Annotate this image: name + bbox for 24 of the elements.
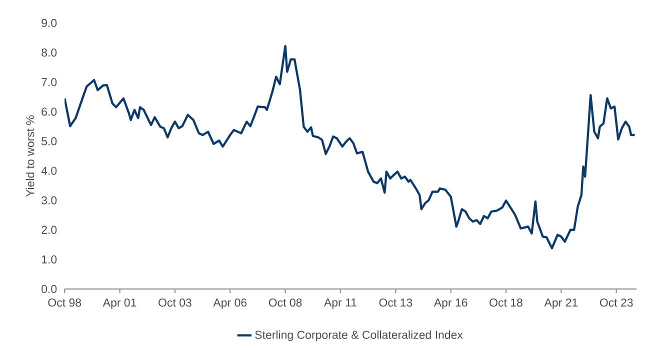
y-tick-label: 8.0: [42, 48, 57, 57]
y-tick-label: 4.0: [41, 166, 57, 175]
x-tick-label: Oct 03: [158, 298, 192, 307]
x-tick-label: Oct 18: [490, 298, 522, 307]
legend-label: Sterling Corporate & Collateralized Index: [255, 330, 463, 342]
x-tick-label: Apr 21: [544, 298, 578, 309]
x-tick-label: Oct 08: [268, 298, 302, 307]
x-tick-label: Apr 11: [324, 298, 356, 309]
x-tick-label: Oct 13: [379, 298, 412, 307]
x-tick-label: Apr 16: [434, 298, 468, 309]
y-tick-label: 2.0: [42, 226, 57, 234]
y-tick-label: 3.0: [42, 196, 57, 204]
y-tick-label: 5.0: [42, 137, 57, 146]
y-tick-label: 0.0: [42, 284, 57, 294]
y-tick-label: 6.0: [42, 108, 57, 116]
line-series: [64, 44, 636, 250]
x-tick-label: Apr 06: [213, 298, 247, 309]
x-tick-label: Oct 98: [48, 298, 82, 307]
x-tick-label: Oct 23: [600, 298, 633, 307]
y-tick-label: 1.0: [42, 255, 57, 264]
x-tick-label: Apr 01: [102, 298, 136, 309]
y-axis-title: Yield to worst %: [26, 115, 34, 197]
y-tick-label: 7.0: [42, 78, 57, 86]
y-tick-label: 9.0: [42, 18, 57, 28]
